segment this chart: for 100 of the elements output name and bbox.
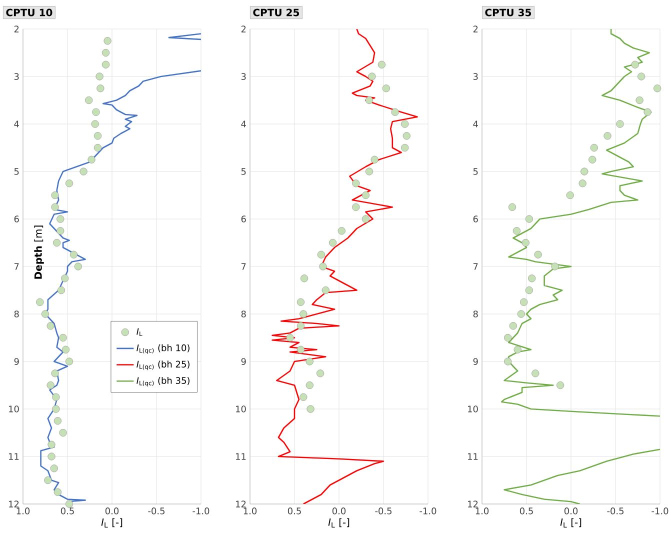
y-tick-label: 9 [473, 358, 478, 365]
point [74, 262, 82, 270]
point [534, 250, 542, 258]
y-axis-title: Depth [m] [34, 226, 44, 279]
point [57, 286, 66, 294]
point [368, 72, 376, 80]
point [319, 262, 327, 270]
y-tick-label: 4 [241, 120, 246, 128]
text: I$_{L(qc)}$ (bh 35) [136, 376, 190, 386]
x-tick-label: -0.5 [148, 508, 164, 514]
x-tick-label: -0.5 [375, 508, 392, 514]
point [36, 298, 44, 306]
point [102, 48, 110, 57]
point [85, 96, 93, 104]
point [51, 203, 59, 211]
chart-title: CPTU 35 [485, 8, 532, 16]
point [588, 156, 596, 164]
y-tick-label: 12 [9, 500, 19, 508]
point [50, 464, 58, 472]
y-tick-label: 2 [473, 26, 478, 32]
point [504, 334, 512, 342]
point [508, 203, 516, 211]
x-tick-label: 0.5 [60, 508, 74, 514]
point [322, 286, 330, 294]
x-tick-label: 0.0 [105, 508, 119, 514]
y-tick-label: 10 [236, 406, 246, 412]
point [566, 191, 574, 200]
point [512, 227, 521, 235]
y-tick-label: 7 [473, 263, 478, 270]
point [54, 488, 62, 496]
point [296, 298, 305, 306]
legend-label: I$_{L(qc)}$ (bh 10) [136, 344, 190, 354]
point [317, 250, 326, 258]
x-tick-label: 0.0 [564, 508, 578, 514]
point [62, 346, 70, 354]
point [504, 358, 512, 366]
point [365, 96, 374, 104]
point [391, 108, 399, 116]
point [631, 60, 639, 68]
point [382, 84, 390, 92]
point [53, 238, 61, 247]
point [551, 262, 559, 270]
y-tick-label: 4 [14, 120, 19, 128]
y-tick-label: 8 [473, 310, 478, 318]
point [296, 322, 305, 330]
y-tick-label: 9 [241, 358, 246, 365]
y-tick-label: 11 [9, 453, 19, 460]
point [532, 370, 540, 378]
point [96, 72, 104, 80]
y-tick-label: 4 [473, 120, 478, 128]
point [378, 60, 386, 68]
x-tick-label: 1.0 [16, 508, 30, 514]
point [520, 298, 528, 306]
point [362, 191, 370, 200]
point [300, 274, 308, 282]
point [52, 393, 60, 401]
y-tick-label: 10 [468, 406, 478, 412]
x-tick-label: -1.0 [652, 508, 668, 514]
y-tick-label: 6 [14, 216, 19, 222]
point [96, 84, 104, 92]
point [316, 370, 324, 378]
point [528, 274, 536, 282]
y-tick-label: 8 [241, 310, 246, 318]
y-tick-label: 10 [9, 406, 19, 412]
legend-label: I$_{L}$ [136, 328, 142, 336]
x-tick-label: 1.0 [476, 508, 489, 514]
x-tick-label: 0.5 [288, 508, 301, 514]
point [88, 156, 96, 164]
point [556, 381, 564, 390]
point [654, 84, 662, 92]
x-tick-label: 0.5 [520, 508, 533, 514]
point [638, 72, 646, 80]
y-tick-label: 11 [236, 453, 246, 460]
point [286, 334, 294, 342]
point [48, 452, 56, 460]
point [70, 250, 78, 258]
point [51, 191, 59, 200]
point [59, 334, 67, 342]
point [352, 203, 360, 211]
x-axis-title: I$_{L}$ [-] [560, 518, 582, 528]
point [46, 322, 54, 330]
point [46, 381, 54, 390]
point [94, 144, 102, 152]
x-tick-label: 0.0 [332, 508, 346, 514]
y-tick-label: 7 [241, 263, 246, 270]
point [580, 168, 588, 176]
point [300, 310, 308, 318]
point [56, 227, 64, 235]
x-tick-label: -0.5 [607, 508, 624, 514]
y-tick-label: 5 [14, 168, 19, 175]
y-tick-label: 3 [14, 73, 19, 80]
point [525, 215, 533, 223]
y-tick-label: 5 [473, 168, 478, 175]
point [94, 132, 102, 140]
point [644, 108, 652, 116]
y-tick-label: 12 [468, 500, 478, 508]
point [61, 274, 69, 282]
y-tick-label: 9 [14, 358, 19, 365]
point [578, 180, 586, 188]
point [65, 180, 74, 188]
